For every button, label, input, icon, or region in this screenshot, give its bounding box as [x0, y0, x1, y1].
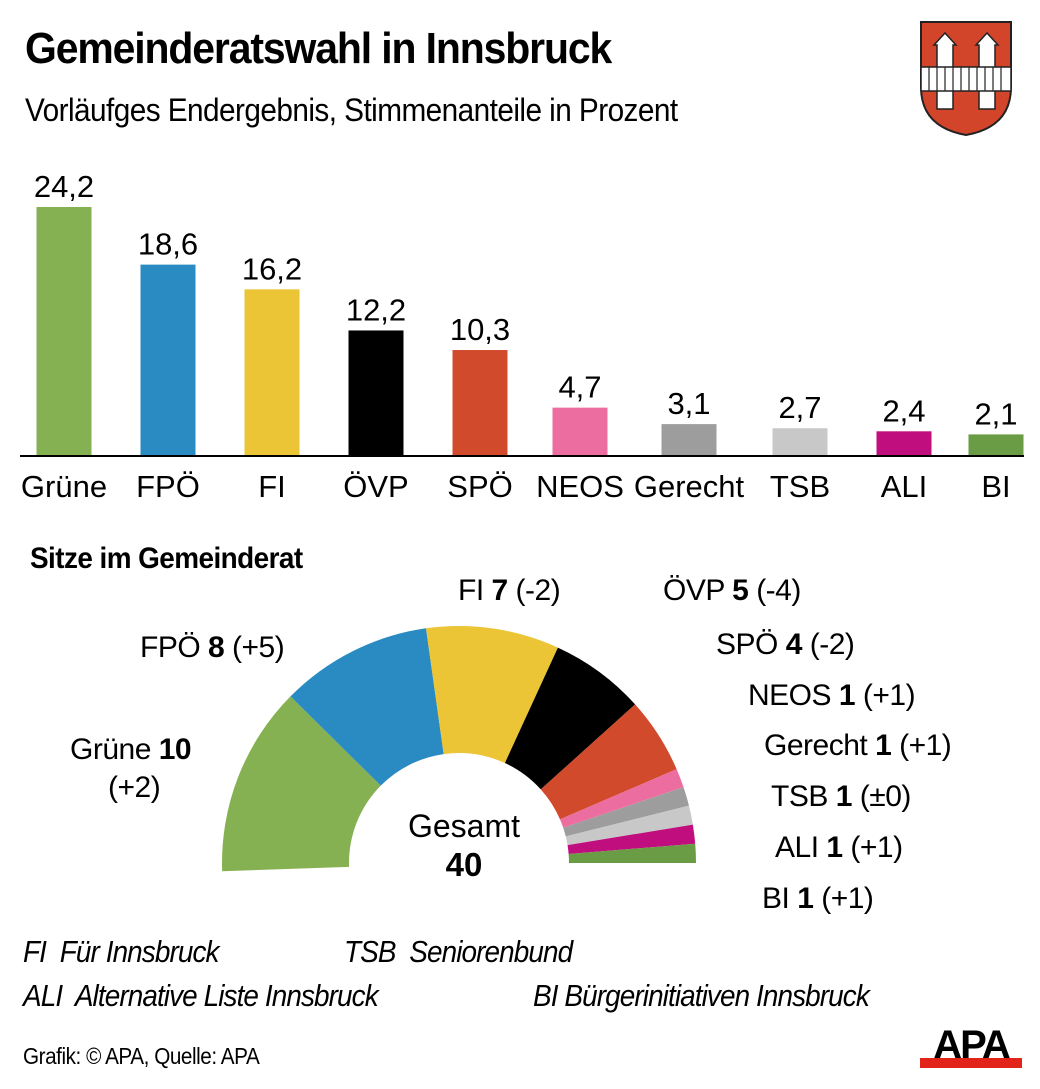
seat-label-fi: FI 7 (-2)	[458, 574, 561, 607]
bar-1	[140, 264, 196, 456]
bar-value-label: 10,3	[450, 312, 510, 347]
bar-2	[244, 289, 300, 456]
seat-segment-5	[560, 769, 684, 828]
seat-segment-3	[504, 647, 636, 790]
bar-value-label: 2,1	[974, 396, 1017, 431]
bar-value-label: 2,7	[778, 390, 821, 425]
seat-label-fpoe: FPÖ 8 (+5)	[140, 631, 285, 664]
bar-7	[772, 428, 828, 456]
seat-label-oevp: ÖVP 5 (-4)	[663, 574, 801, 607]
category-label: TSB	[770, 469, 830, 504]
seats-heading: Sitze im Gemeinderat	[30, 542, 303, 575]
seat-label-bi: BI 1 (+1)	[762, 882, 874, 915]
category-label: Gerecht	[634, 469, 745, 504]
seat-segment-1	[290, 628, 444, 786]
vote-share-bar-chart: 24,2 Grüne 18,6 FPÖ 16,2 FI 12,2 ÖVP 10,3 SPÖ 4,7 N…	[20, 169, 1024, 504]
seat-label-neos: NEOS 1 (+1)	[748, 679, 916, 712]
bar-3	[348, 330, 404, 456]
category-label: SPÖ	[447, 469, 512, 504]
bar-value-label: 4,7	[558, 370, 601, 405]
bar-5	[552, 407, 608, 456]
bar-value-label: 16,2	[242, 251, 302, 286]
seat-segment-8	[567, 824, 696, 855]
legend-item-fi: FI Für Innsbruck	[23, 934, 219, 969]
total-seats-value: 40	[445, 846, 483, 883]
coat-of-arms-icon	[920, 21, 1012, 137]
seat-segment-6	[563, 787, 689, 837]
bar-6	[661, 424, 717, 456]
bar-9	[968, 434, 1024, 456]
source-credit: Grafik: © APA, Quelle: APA	[23, 1043, 260, 1069]
bar-value-label: 2,4	[882, 393, 925, 428]
seat-label-spoe: SPÖ 4 (-2)	[716, 628, 855, 661]
category-label: ÖVP	[343, 469, 408, 504]
bar-4	[452, 350, 508, 456]
seat-segment-2	[426, 626, 558, 764]
seat-segment-4	[540, 704, 677, 820]
seat-label-gerecht: Gerecht 1 (+1)	[764, 729, 952, 762]
category-label: FI	[258, 469, 286, 504]
seat-label-tsb: TSB 1 (±0)	[771, 780, 911, 813]
category-label: Grüne	[21, 469, 107, 504]
seat-segment-7	[565, 805, 693, 846]
seat-segment-9	[568, 843, 696, 863]
bar-value-label: 12,2	[346, 292, 406, 327]
chart-title: Gemeinderatswahl in Innsbruck	[25, 24, 612, 73]
seat-hemicycle-chart	[222, 626, 696, 872]
total-seats-label: Gesamt	[407, 808, 521, 844]
seat-label-gruene: Grüne 10	[70, 733, 192, 766]
seat-label-gruene-change: (+2)	[108, 771, 161, 804]
category-label: FPÖ	[136, 469, 200, 504]
legend-item-ali: ALI Alternative Liste Innsbruck	[23, 978, 379, 1013]
bar-8	[876, 431, 932, 456]
legend-item-tsb: TSB Seniorenbund	[344, 934, 573, 969]
chart-subtitle: Vorläufges Endergebnis, Stimmenanteile i…	[25, 92, 678, 128]
category-label: NEOS	[536, 469, 624, 504]
apa-logo-icon: APA	[920, 1024, 1022, 1068]
category-label: BI	[981, 469, 1010, 504]
bar-value-label: 18,6	[138, 227, 198, 262]
category-label: ALI	[881, 469, 928, 504]
bar-value-label: 3,1	[667, 386, 710, 421]
bar-0	[36, 207, 92, 456]
bar-value-label: 24,2	[34, 169, 94, 204]
seat-label-ali: ALI 1 (+1)	[775, 831, 903, 864]
seat-segment-0	[222, 696, 381, 872]
legend-item-bi: BI Bürgerinitiativen Innsbruck	[533, 978, 870, 1013]
